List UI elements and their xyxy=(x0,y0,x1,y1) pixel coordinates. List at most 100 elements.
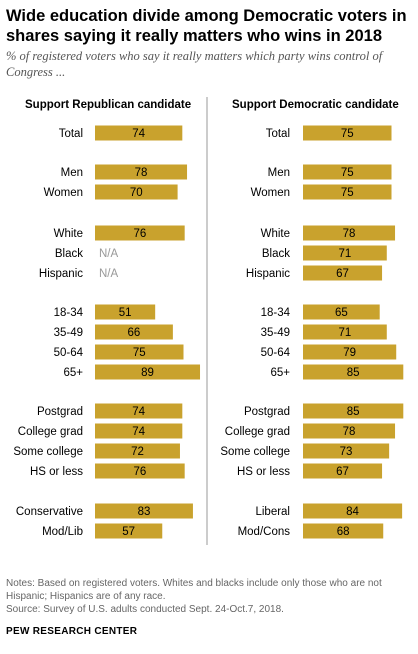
value-label: 76 xyxy=(133,466,146,478)
category-label: Men xyxy=(268,167,290,179)
bar xyxy=(303,184,392,200)
bar xyxy=(303,324,387,340)
value-label: 75 xyxy=(133,347,146,359)
bar xyxy=(95,523,163,539)
chart-subtitle: % of registered voters who say it really… xyxy=(6,49,383,79)
notes-block: Notes: Based on registered voters. White… xyxy=(6,577,414,616)
bar xyxy=(303,304,380,320)
value-label: 79 xyxy=(343,347,356,359)
value-label: 84 xyxy=(346,506,359,518)
value-label: N/A xyxy=(99,248,119,260)
category-label: Conservative xyxy=(16,506,83,518)
value-label: 85 xyxy=(347,367,360,379)
category-label: Women xyxy=(251,187,290,199)
bar xyxy=(95,364,201,380)
bar xyxy=(303,125,392,141)
category-label: Total xyxy=(266,128,290,140)
category-label: Liberal xyxy=(255,506,290,518)
category-label: Postgrad xyxy=(37,406,83,418)
bar xyxy=(95,164,188,180)
category-label: Mod/Cons xyxy=(238,526,291,538)
bar xyxy=(303,344,397,360)
republican-panel: Total 74 Men 78 Women 70 White 76 Black N/A Hispan… xyxy=(13,125,201,539)
bar xyxy=(303,443,390,459)
value-label: N/A xyxy=(99,268,119,280)
value-label: 68 xyxy=(337,526,350,538)
bar xyxy=(95,503,193,519)
category-label: Black xyxy=(262,248,290,260)
value-label: 75 xyxy=(341,167,354,179)
category-label: 35-49 xyxy=(261,327,290,339)
value-label: 72 xyxy=(131,446,144,458)
bar xyxy=(95,184,178,200)
bar xyxy=(95,324,173,340)
panel-title-republican: Support Republican candidate xyxy=(25,99,191,111)
category-label: Postgrad xyxy=(244,406,290,418)
category-label: 18-34 xyxy=(261,307,291,319)
value-label: 74 xyxy=(132,128,145,140)
value-label: 67 xyxy=(336,466,349,478)
bar xyxy=(303,403,404,419)
category-label: Hispanic xyxy=(39,268,83,280)
bar xyxy=(95,225,185,241)
democratic-panel: Total 75 Men 75 Women 75 White 78 Black 71 Hispani… xyxy=(220,125,404,539)
value-label: 78 xyxy=(343,228,356,240)
category-label: Men xyxy=(61,167,83,179)
value-label: 83 xyxy=(138,506,151,518)
bar xyxy=(303,265,383,281)
bar xyxy=(303,364,404,380)
value-label: 73 xyxy=(340,446,353,458)
bar xyxy=(303,463,383,479)
category-label: Total xyxy=(59,128,83,140)
bar xyxy=(303,503,403,519)
bar xyxy=(303,225,396,241)
value-label: 67 xyxy=(336,268,349,280)
bar xyxy=(95,403,183,419)
category-label: Some college xyxy=(220,446,290,458)
bar xyxy=(303,245,387,261)
value-label: 85 xyxy=(347,406,360,418)
category-label: 50-64 xyxy=(261,347,291,359)
notes-text: Notes: Based on registered voters. White… xyxy=(6,578,382,602)
value-label: 71 xyxy=(338,248,351,260)
value-label: 76 xyxy=(133,228,146,240)
panel-title-democratic: Support Democratic candidate xyxy=(232,99,399,111)
category-label: College grad xyxy=(225,426,290,438)
value-label: 78 xyxy=(343,426,356,438)
category-label: HS or less xyxy=(237,466,290,478)
bar xyxy=(303,164,392,180)
value-label: 74 xyxy=(132,426,145,438)
category-label: White xyxy=(261,228,290,240)
category-label: Women xyxy=(44,187,83,199)
chart-title: Wide education divide among Democratic v… xyxy=(6,7,407,45)
bar xyxy=(95,344,184,360)
category-label: 18-34 xyxy=(54,307,84,319)
category-label: Mod/Lib xyxy=(42,526,83,538)
category-label: College grad xyxy=(18,426,83,438)
category-label: 35-49 xyxy=(54,327,83,339)
bar xyxy=(95,304,156,320)
value-label: 78 xyxy=(135,167,148,179)
value-label: 51 xyxy=(119,307,132,319)
value-label: 65 xyxy=(335,307,348,319)
value-label: 71 xyxy=(338,327,351,339)
bar xyxy=(303,423,396,439)
value-label: 89 xyxy=(141,367,154,379)
category-label: Black xyxy=(55,248,83,260)
bar xyxy=(303,523,384,539)
value-label: 66 xyxy=(128,327,141,339)
bar xyxy=(95,423,183,439)
value-label: 74 xyxy=(132,406,145,418)
bar xyxy=(95,463,185,479)
category-label: Hispanic xyxy=(246,268,290,280)
category-label: 65+ xyxy=(63,367,83,379)
category-label: 50-64 xyxy=(54,347,84,359)
category-label: 65+ xyxy=(270,367,290,379)
value-label: 57 xyxy=(122,526,135,538)
bar xyxy=(95,125,183,141)
bar xyxy=(95,443,180,459)
value-label: 75 xyxy=(341,187,354,199)
category-label: HS or less xyxy=(30,466,83,478)
category-label: Some college xyxy=(13,446,83,458)
